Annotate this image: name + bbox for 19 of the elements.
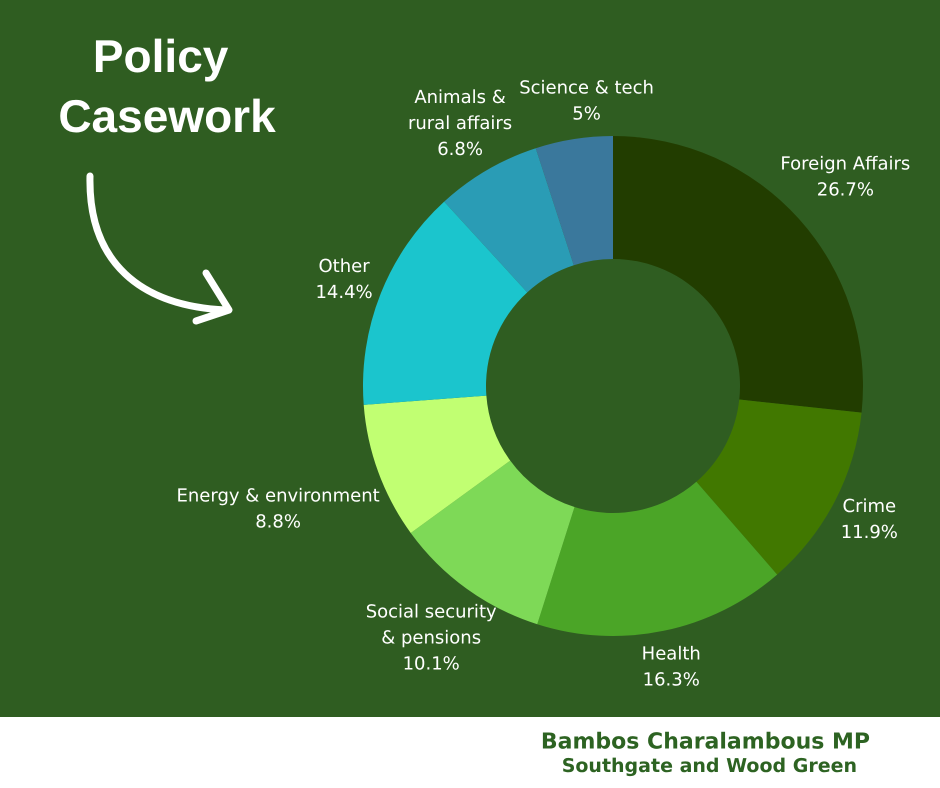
slice-label: Animals & rural affairs <box>408 87 512 134</box>
slice-label: Foreign Affairs <box>780 154 910 175</box>
slice-label: Science & tech <box>519 77 654 98</box>
data-label: 14.4% <box>315 282 373 304</box>
data-label: 26.7% <box>816 180 874 201</box>
slice-label: Other <box>318 256 370 278</box>
slice-label: Crime <box>842 496 896 518</box>
slice-label: Health <box>642 644 701 665</box>
data-label: 16.3% <box>642 670 700 691</box>
data-label: 6.8% <box>437 139 483 160</box>
slice-label: Social security & pensions <box>366 601 497 648</box>
data-label: 8.8% <box>255 511 301 532</box>
data-label: 11.9% <box>840 522 898 544</box>
slice-label: Energy & environment <box>176 485 380 506</box>
data-label: 5% <box>572 103 601 124</box>
text: Southgate and Wood Green <box>562 755 857 777</box>
text: Bambos Charalambous MP <box>540 730 870 754</box>
chart-title: Policy Casework <box>58 30 276 142</box>
data-label: 10.1% <box>402 653 460 674</box>
